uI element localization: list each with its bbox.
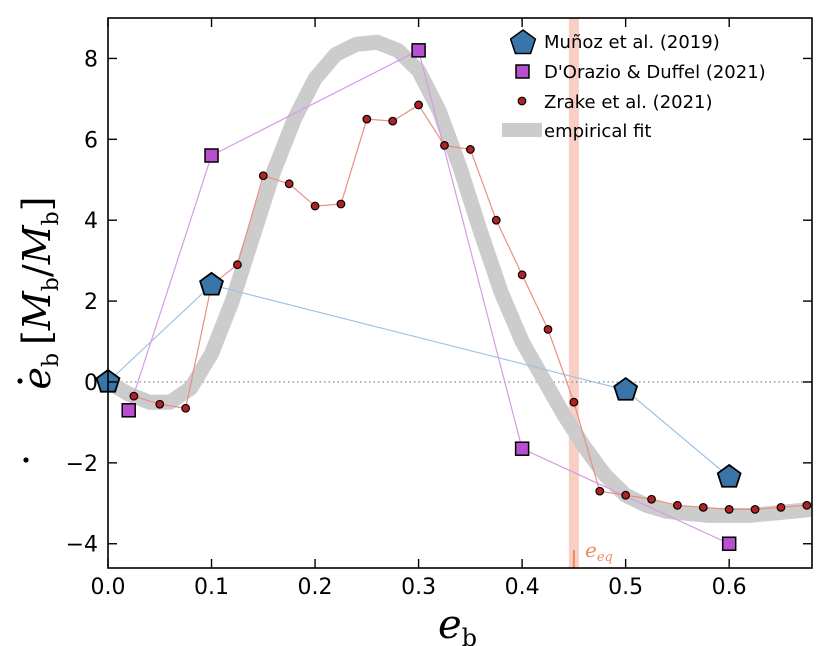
x-tick-label: 0.5 — [608, 575, 643, 600]
axes-frame — [107, 17, 813, 569]
svg-text:eb[Mb/Mb]: eb[Mb/Mb] — [15, 196, 64, 389]
x-axis-ticks: 0.0 0.1 0.2 0.3 0.4 0.5 0.6 — [91, 18, 747, 600]
data-point-zrake — [543, 324, 553, 334]
y-tick-label: −2 — [66, 452, 98, 477]
y-tick-label: 2 — [84, 290, 98, 315]
data-point-zrake — [647, 494, 656, 504]
data-point-dorazio — [411, 43, 426, 58]
data-point-dorazio — [514, 441, 530, 456]
legend-label-dorazio: D'Orazio & Duffel (2021) — [544, 62, 766, 83]
plot-layer-markers — [95, 43, 812, 551]
x-tick-label: 0.1 — [194, 575, 229, 600]
data-point-munoz — [199, 271, 224, 296]
legend: Muñoz et al. (2019) D'Orazio & Duffel (2… — [502, 29, 766, 142]
data-point-zrake — [595, 486, 605, 496]
equilibrium-label: eeq — [585, 538, 613, 565]
series-line-empirical-fit — [108, 34, 812, 523]
data-point-zrake — [750, 504, 760, 514]
data-point-zrake — [233, 260, 242, 270]
data-point-zrake — [181, 403, 191, 413]
data-point-zrake — [284, 179, 294, 189]
legend-marker-pentagon — [509, 29, 537, 55]
data-point-zrake — [414, 100, 423, 110]
data-point-munoz — [716, 463, 742, 488]
legend-marker-circle — [517, 96, 527, 106]
y-axis-title: eb[Mb/Mb] — [15, 196, 64, 463]
data-point-zrake — [491, 215, 501, 225]
legend-entry-dorazio: D'Orazio & Duffel (2021) — [515, 62, 766, 83]
data-point-zrake — [388, 116, 398, 126]
data-point-zrake — [569, 397, 579, 407]
y-tick-label: 0 — [84, 371, 98, 396]
data-point-zrake — [673, 500, 682, 510]
legend-marker-square — [515, 64, 530, 79]
data-point-zrake — [802, 500, 812, 510]
data-point-dorazio — [121, 403, 136, 418]
series-line-munoz — [108, 284, 730, 478]
legend-label-zrake: Zrake et al. (2021) — [544, 92, 713, 113]
data-point-zrake — [336, 199, 346, 209]
ylabel-dot-m — [17, 378, 23, 384]
data-point-zrake — [517, 270, 527, 280]
plot-area — [108, 18, 812, 568]
y-tick-label: 8 — [84, 47, 98, 72]
legend-entry-munoz: Muñoz et al. (2019) — [509, 29, 720, 55]
data-point-zrake — [621, 490, 631, 500]
data-point-zrake — [465, 145, 475, 154]
x-tick-label: 0.2 — [298, 575, 333, 600]
data-point-zrake — [698, 502, 708, 512]
data-point-munoz — [613, 376, 639, 401]
data-point-zrake — [310, 201, 320, 211]
data-point-zrake — [440, 140, 449, 150]
data-point-zrake — [258, 171, 268, 181]
data-point-zrake — [776, 502, 786, 512]
y-tick-label: −4 — [66, 533, 98, 558]
x-tick-label: 0.3 — [401, 575, 436, 600]
data-point-zrake — [724, 504, 734, 514]
legend-label-munoz: Muñoz et al. (2019) — [544, 32, 720, 53]
x-axis-title: eb — [438, 602, 477, 646]
data-point-zrake — [362, 114, 372, 124]
legend-entry-zrake: Zrake et al. (2021) — [517, 92, 713, 113]
x-tick-label: 0.0 — [91, 575, 126, 600]
ylabel-dot-e — [23, 457, 29, 463]
legend-label-fit: empirical fit — [544, 121, 651, 142]
y-axis-ticks: −4 −2 0 2 4 6 8 — [66, 47, 812, 558]
data-point-dorazio — [204, 148, 219, 163]
legend-marker-band — [502, 123, 542, 137]
data-point-zrake — [129, 391, 139, 401]
y-tick-label: 4 — [84, 209, 98, 234]
x-tick-label: 0.4 — [505, 575, 540, 600]
plot-layer-back — [108, 18, 812, 568]
data-point-dorazio — [721, 536, 737, 551]
legend-entry-fit: empirical fit — [502, 121, 651, 142]
x-tick-label: 0.6 — [712, 575, 747, 600]
data-point-zrake — [155, 399, 165, 409]
y-tick-label: 6 — [84, 128, 98, 153]
